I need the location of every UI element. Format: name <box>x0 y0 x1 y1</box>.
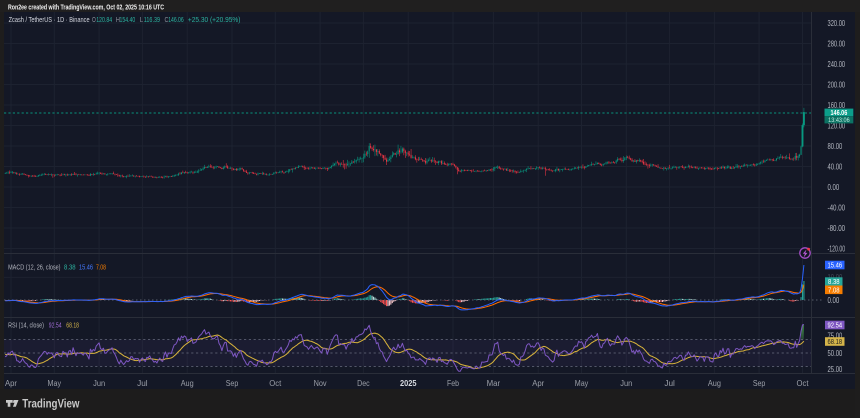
svg-text:160.00: 160.00 <box>828 101 846 110</box>
svg-text:Aug: Aug <box>181 379 194 388</box>
svg-text:Apr: Apr <box>5 379 17 388</box>
svg-text:May: May <box>575 379 589 388</box>
svg-text:75.00: 75.00 <box>828 331 843 340</box>
svg-text:116.39: 116.39 <box>144 15 160 24</box>
svg-text:MACD (12, 26, close): MACD (12, 26, close) <box>8 264 60 271</box>
svg-text:May: May <box>48 379 62 388</box>
svg-text:Ron2ee created with TradingVie: Ron2ee created with TradingView.com, Oct… <box>8 2 164 11</box>
svg-text:+25.30 (+20.95%): +25.30 (+20.95%) <box>188 15 241 24</box>
svg-text:H: H <box>116 15 120 24</box>
svg-text:L: L <box>140 15 143 24</box>
svg-text:0.00: 0.00 <box>828 183 840 192</box>
svg-text:Zcash / TetherUS · 1D · Binanc: Zcash / TetherUS · 1D · Binance <box>9 15 90 24</box>
svg-text:7.08: 7.08 <box>96 264 106 271</box>
svg-text:50.00: 50.00 <box>828 349 843 358</box>
svg-text:Jul: Jul <box>664 379 675 388</box>
svg-text:-40.00: -40.00 <box>828 203 846 212</box>
svg-text:13:43:06: 13:43:06 <box>828 117 850 124</box>
svg-text:15.46: 15.46 <box>79 264 93 271</box>
svg-text:Oct: Oct <box>269 379 282 388</box>
svg-text:Apr: Apr <box>532 379 544 388</box>
svg-text:8.38: 8.38 <box>64 264 76 271</box>
svg-text:RSI (14, close): RSI (14, close) <box>8 323 44 330</box>
svg-text:Dec: Dec <box>357 379 370 388</box>
svg-text:200.00: 200.00 <box>828 80 846 89</box>
svg-text:Nov: Nov <box>314 379 327 388</box>
svg-text:TradingView: TradingView <box>22 397 80 411</box>
svg-text:8.38: 8.38 <box>828 277 840 286</box>
svg-text:Aug: Aug <box>708 379 721 388</box>
svg-text:2025: 2025 <box>400 379 417 388</box>
svg-text:7.08: 7.08 <box>828 285 840 294</box>
svg-text:Feb: Feb <box>447 379 459 388</box>
svg-text:O: O <box>92 15 96 24</box>
svg-text:92.54: 92.54 <box>828 321 843 330</box>
svg-text:Oct: Oct <box>797 379 810 388</box>
svg-text:68.18: 68.18 <box>828 337 843 346</box>
svg-text:320.00: 320.00 <box>828 19 846 28</box>
svg-text:120.00: 120.00 <box>828 121 846 130</box>
svg-text:-80.00: -80.00 <box>828 224 846 233</box>
svg-text:Mar: Mar <box>487 379 501 388</box>
svg-text:25.00: 25.00 <box>828 365 843 374</box>
svg-text:80.00: 80.00 <box>828 142 843 151</box>
svg-text:15.46: 15.46 <box>828 261 843 270</box>
svg-text:-120.00: -120.00 <box>828 244 846 253</box>
svg-text:146.06: 146.06 <box>168 15 184 24</box>
svg-text:92.54: 92.54 <box>49 323 62 330</box>
svg-text:68.18: 68.18 <box>66 323 79 330</box>
svg-text:Jun: Jun <box>93 379 105 388</box>
svg-text:0.00: 0.00 <box>828 296 840 305</box>
svg-text:40.00: 40.00 <box>828 162 843 171</box>
svg-text:Jul: Jul <box>137 379 148 388</box>
svg-text:Sep: Sep <box>226 379 239 388</box>
svg-text:240.00: 240.00 <box>828 60 846 69</box>
svg-text:280.00: 280.00 <box>828 39 846 48</box>
svg-text:120.84: 120.84 <box>96 15 112 24</box>
svg-text:Jun: Jun <box>620 379 632 388</box>
svg-text:146.06: 146.06 <box>831 108 848 117</box>
svg-text:C: C <box>165 15 169 24</box>
svg-text:Sep: Sep <box>753 379 766 388</box>
svg-text:154.40: 154.40 <box>120 15 136 24</box>
